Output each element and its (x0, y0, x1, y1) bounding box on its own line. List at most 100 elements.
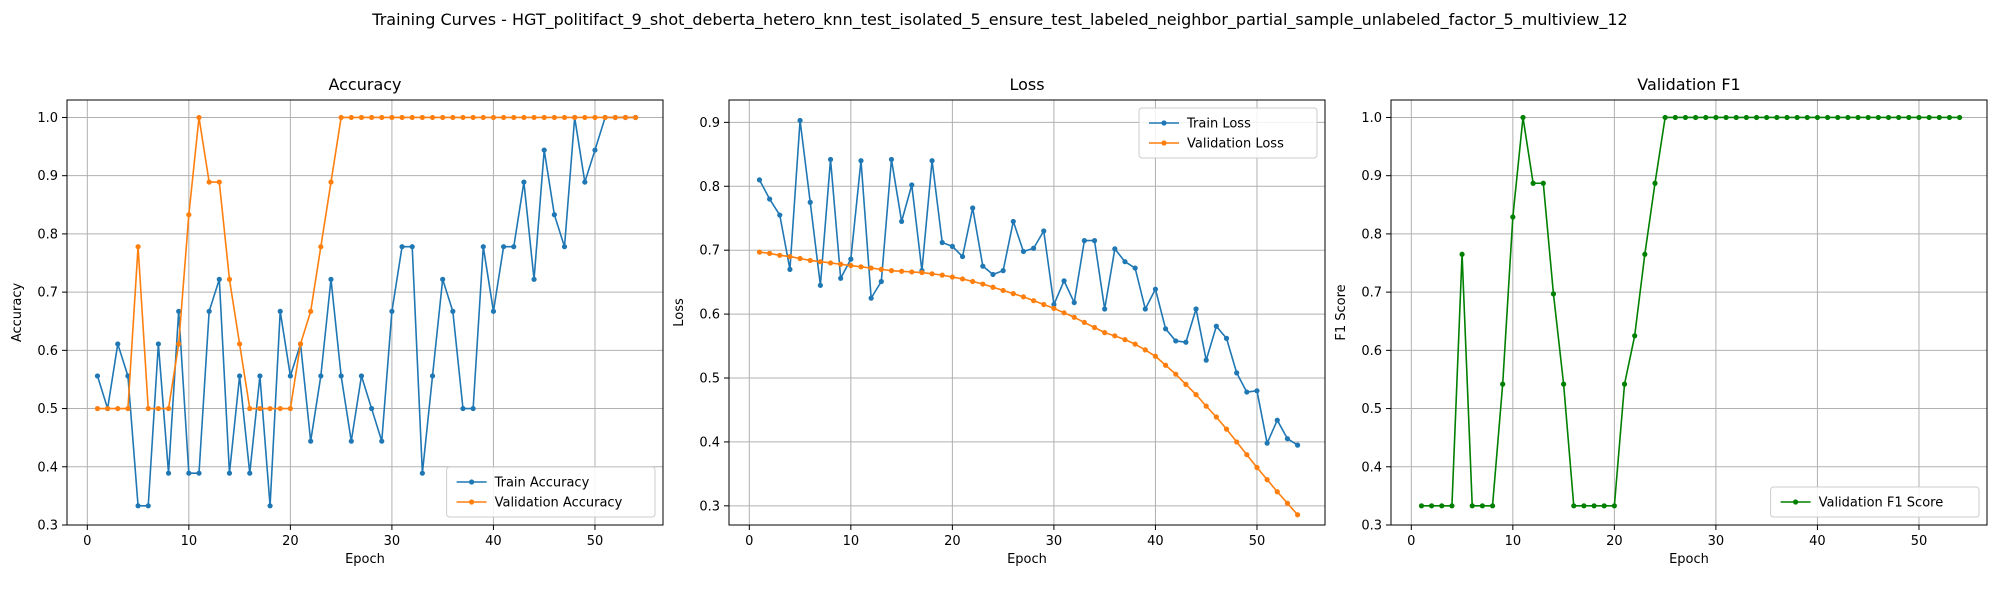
data-point (145, 405, 151, 412)
data-point (1051, 305, 1057, 311)
chart-panel-1: 0 10 20 30 40 50 0.3 0.4 0.5 0.6 0.7 0.8 0.9 1.0 Accur… (10, 75, 664, 567)
data-point (287, 373, 293, 379)
data-point (1000, 268, 1006, 274)
data-point (1611, 503, 1617, 509)
legend-label: Validation Accuracy (495, 496, 623, 511)
data-point (480, 114, 486, 121)
data-point (1652, 180, 1658, 186)
data-point (155, 341, 161, 347)
data-point (1479, 503, 1485, 509)
data-point (135, 244, 141, 250)
data-point (531, 276, 537, 282)
data-point (1642, 251, 1648, 257)
y-tick-label: 0.4 (699, 435, 720, 450)
data-point (226, 276, 233, 282)
data-point (1102, 306, 1108, 312)
data-point (1530, 180, 1536, 186)
data-point (379, 438, 385, 444)
data-point (1621, 381, 1628, 387)
data-point (858, 264, 864, 270)
data-point (1429, 503, 1435, 509)
data-point (1733, 114, 1739, 121)
data-point (358, 114, 365, 121)
data-point (1122, 259, 1128, 265)
x-tick-label: 10 (181, 534, 198, 549)
x-axis-label: Epoch (1007, 552, 1047, 567)
data-point (787, 253, 793, 260)
data-point (939, 239, 945, 246)
data-point (216, 276, 222, 282)
legend-label: Train Loss (1186, 117, 1251, 132)
data-point (848, 256, 854, 262)
data-point (592, 114, 598, 121)
y-tick-label: 0.3 (699, 499, 720, 514)
data-point (939, 272, 945, 278)
data-point (1561, 381, 1567, 387)
data-point (277, 308, 283, 314)
y-tick-label: 0.6 (699, 308, 720, 323)
series-line-1 (758, 119, 1299, 446)
data-point (1571, 503, 1577, 509)
data-point (1794, 114, 1800, 121)
x-tick-label: 40 (485, 534, 502, 549)
data-point (817, 282, 823, 288)
data-point (990, 271, 996, 278)
data-point (838, 261, 844, 267)
data-point (1254, 464, 1260, 471)
data-point (1865, 114, 1871, 121)
data-point (511, 244, 517, 250)
data-point (409, 244, 415, 250)
series-line-1 (96, 116, 636, 507)
data-point (1010, 218, 1016, 225)
y-tick-label: 0.9 (37, 169, 58, 184)
data-point (500, 244, 507, 250)
data-point (186, 212, 192, 218)
data-point (247, 470, 253, 476)
plot-frame (1390, 99, 1988, 526)
data-point (1244, 389, 1250, 395)
data-point (1540, 180, 1546, 186)
data-point (328, 276, 334, 282)
data-point (551, 114, 557, 121)
data-point (1774, 114, 1780, 121)
data-point (419, 470, 425, 476)
data-point (1142, 347, 1148, 353)
data-point (1713, 114, 1719, 121)
data-point (429, 114, 436, 121)
data-point (970, 278, 976, 285)
data-point (858, 158, 864, 164)
data-point (1936, 114, 1942, 121)
data-point (348, 438, 354, 444)
y-tick-label: 0.9 (699, 116, 720, 131)
data-point (1091, 238, 1098, 244)
data-point (1102, 330, 1108, 336)
data-point (226, 470, 233, 476)
x-tick-label: 40 (1809, 534, 1826, 549)
legend-box (446, 466, 656, 518)
data-point (1274, 489, 1280, 495)
data-point (561, 244, 568, 250)
legend-marker (1793, 499, 1799, 505)
data-point (419, 114, 425, 121)
data-point (1030, 245, 1037, 251)
figure-suptitle: Training Curves - HGT_politifact_9_shot_… (371, 10, 1627, 30)
y-axis-label: Loss (672, 298, 687, 327)
plot-frame (728, 99, 1326, 526)
data-point (1469, 503, 1475, 509)
data-point (1916, 114, 1922, 121)
data-point (500, 114, 507, 121)
data-point (561, 114, 568, 121)
data-point (827, 156, 834, 163)
data-point (1804, 114, 1810, 121)
legend-marker (1161, 140, 1167, 146)
data-point (1753, 114, 1760, 121)
data-point (1692, 114, 1699, 121)
data-point (1946, 114, 1953, 121)
data-point (602, 114, 608, 121)
data-point (94, 373, 101, 379)
legend: Train Accuracy Validation Accuracy (446, 466, 656, 518)
data-point (1294, 442, 1301, 448)
data-point (338, 114, 344, 121)
data-point (1418, 503, 1425, 509)
data-point (1193, 306, 1199, 312)
